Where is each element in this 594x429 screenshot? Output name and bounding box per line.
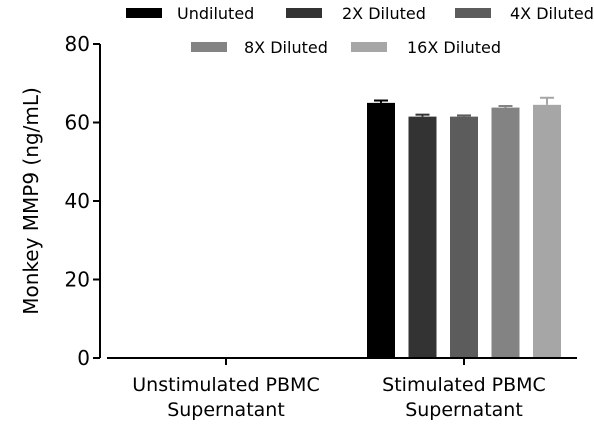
y-tick-label: 80 [65,32,90,56]
x-tick-label: Supernatant [405,399,523,421]
bar [408,116,437,358]
bars [367,96,561,359]
legend-swatch [191,42,227,52]
x-tick-label: Unstimulated PBMC [132,374,319,396]
legend-swatch [455,8,491,18]
bar [533,104,561,359]
legend-label: Undiluted [177,4,254,23]
legend-swatch [351,42,387,52]
legend-label: 8X Diluted [244,38,328,57]
bar [491,107,520,359]
x-tick-label: Supernatant [167,399,285,421]
y-tick-label: 20 [65,268,90,292]
y-tick-label: 60 [65,111,90,135]
y-axis-label: Monkey MMP9 (ng/mL) [19,87,43,315]
legend-label: 2X Diluted [342,4,426,23]
y-tick-label: 0 [77,346,90,370]
bar [450,116,478,358]
legend-label: 4X Diluted [510,4,594,23]
bar [367,102,395,358]
legend-swatch [126,8,162,18]
axes: 0 20 40 60 80 Unstimulated PBMC Supernatant Sti… [65,32,577,421]
legend-swatch [286,8,322,18]
x-tick-label: Stimulated PBMC [382,374,546,396]
legend-label: 16X Diluted [407,38,501,57]
y-tick-label: 40 [65,189,90,213]
legend: Undiluted 2X Diluted 4X Diluted 8X Diluted 1… [126,4,594,57]
